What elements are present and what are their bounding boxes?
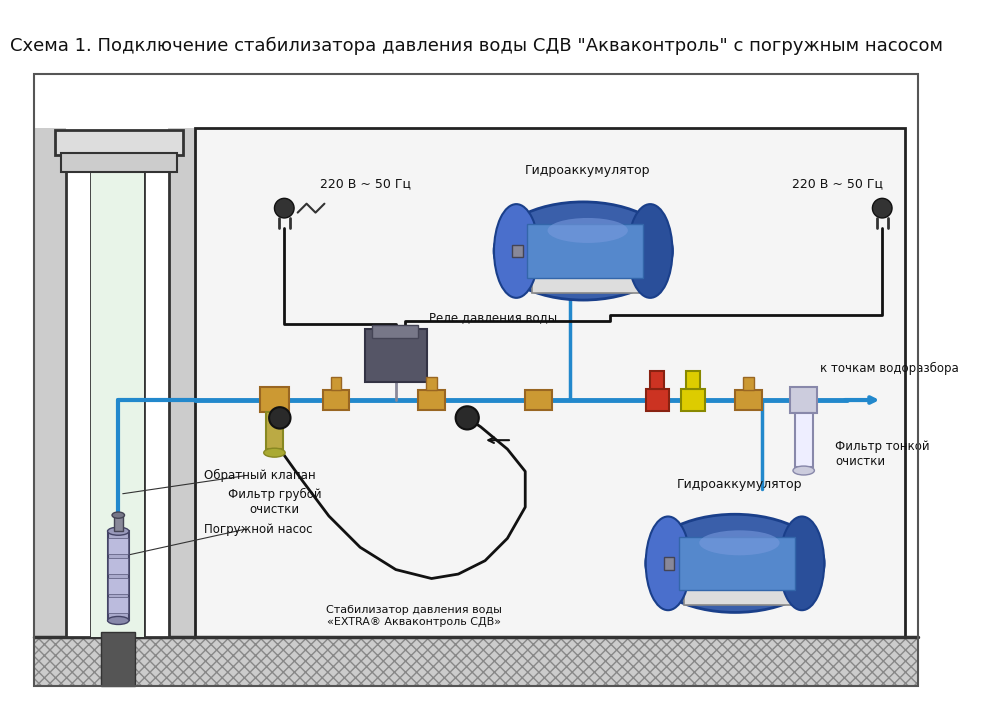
Ellipse shape <box>699 531 780 555</box>
Text: 220 В ~ 50 Гц: 220 В ~ 50 Гц <box>792 177 883 191</box>
Bar <box>684 588 791 605</box>
Text: Фильтр тонкой
очистки: Фильтр тонкой очистки <box>835 440 930 468</box>
Bar <box>108 531 129 620</box>
Ellipse shape <box>108 527 129 536</box>
Bar <box>108 597 128 613</box>
Ellipse shape <box>793 466 814 475</box>
Bar <box>365 328 427 382</box>
Bar <box>331 377 341 391</box>
Ellipse shape <box>494 204 539 298</box>
Ellipse shape <box>646 514 824 613</box>
Bar <box>743 377 754 391</box>
Bar <box>372 325 418 338</box>
Ellipse shape <box>780 516 824 610</box>
Text: 220 В ~ 50 Гц: 220 В ~ 50 Гц <box>320 177 411 191</box>
Bar <box>650 371 664 389</box>
Text: Обратный клапан: Обратный клапан <box>204 469 316 483</box>
Bar <box>735 391 762 410</box>
Text: Стабилизатор давления воды
«EXTRA® Акваконтроль СДВ»: Стабилизатор давления воды «EXTRA® Аквак… <box>326 605 502 627</box>
Bar <box>525 391 552 410</box>
Text: Реле давления воды: Реле давления воды <box>429 311 557 324</box>
Bar <box>795 413 813 467</box>
Bar <box>144 146 169 636</box>
Ellipse shape <box>548 218 628 243</box>
Ellipse shape <box>646 516 690 610</box>
Circle shape <box>274 198 294 218</box>
Bar <box>512 245 523 257</box>
Bar <box>66 146 91 636</box>
Bar <box>681 389 705 411</box>
Bar <box>108 558 128 574</box>
Bar <box>168 128 195 636</box>
Bar <box>646 389 669 411</box>
Circle shape <box>456 406 479 430</box>
Bar <box>790 387 817 413</box>
Ellipse shape <box>112 512 125 518</box>
Ellipse shape <box>494 202 672 300</box>
Text: Гидроаккумулятор: Гидроаккумулятор <box>677 478 802 491</box>
Ellipse shape <box>264 448 285 457</box>
Bar <box>664 557 674 570</box>
Ellipse shape <box>628 204 672 298</box>
Bar <box>91 150 144 636</box>
Text: к точкам водоразбора: к точкам водоразбора <box>820 362 958 376</box>
Bar <box>527 224 643 278</box>
Bar <box>195 128 905 636</box>
Bar <box>55 130 183 155</box>
Bar <box>61 153 177 173</box>
Bar <box>260 387 289 412</box>
Bar <box>679 537 795 590</box>
Bar <box>34 128 66 636</box>
Bar <box>418 391 445 410</box>
Bar <box>686 371 700 389</box>
Bar <box>266 412 283 449</box>
Text: Гидроаккумулятор: Гидроаккумулятор <box>525 164 650 177</box>
Bar <box>114 516 123 531</box>
Bar <box>426 377 437 391</box>
Text: Фильтр грубой
очистки: Фильтр грубой очистки <box>228 488 321 516</box>
Bar <box>108 538 128 554</box>
Circle shape <box>872 198 892 218</box>
Bar <box>323 391 349 410</box>
Bar <box>532 276 639 293</box>
Text: Погружной насос: Погружной насос <box>204 523 312 536</box>
Ellipse shape <box>108 616 129 625</box>
Bar <box>101 632 135 685</box>
Bar <box>34 636 918 685</box>
Circle shape <box>269 407 291 428</box>
Bar <box>108 578 128 593</box>
Title: Схема 1. Подключение стабилизатора давления воды СДВ "Акваконтроль" с погружным : Схема 1. Подключение стабилизатора давле… <box>10 36 943 55</box>
